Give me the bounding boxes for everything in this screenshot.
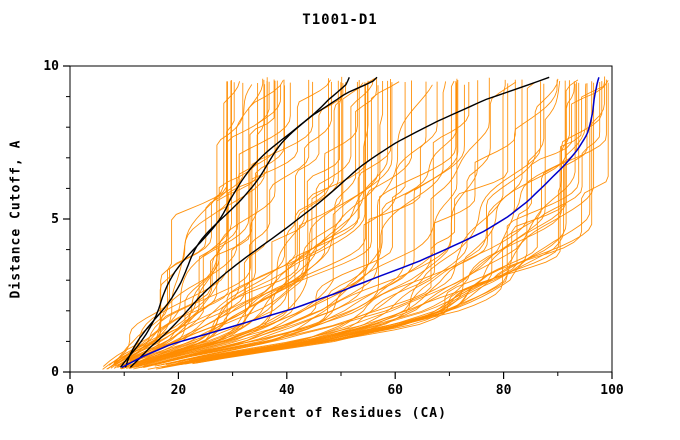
ensemble-curve <box>118 80 276 368</box>
ensemble-curve <box>181 81 542 363</box>
ensemble-curve <box>179 79 506 362</box>
ensemble-curve <box>117 85 282 367</box>
ensemble-curve <box>113 82 235 364</box>
ensemble-curve <box>177 81 517 364</box>
ensemble-curve <box>107 82 291 370</box>
ensemble-curve <box>114 81 241 363</box>
y-tick-label: 0 <box>51 365 59 380</box>
ensemble-curve <box>192 82 595 365</box>
ensemble-curve <box>129 85 285 362</box>
ensemble-curve <box>123 80 339 368</box>
ensemble-curve <box>131 79 374 367</box>
ensemble-curve <box>167 78 559 366</box>
ensemble-curve <box>161 81 593 369</box>
ensemble-curve <box>114 84 266 366</box>
y-tick-label: 10 <box>43 59 59 74</box>
ensemble-curve <box>143 80 455 368</box>
ensemble-curve <box>157 84 465 367</box>
x-tick-label: 0 <box>66 383 74 398</box>
series-reference-model-3 <box>129 76 550 368</box>
series-reference-model-2 <box>124 76 378 368</box>
ensemble-curve <box>128 81 400 369</box>
ensemble-curve <box>110 80 232 368</box>
ensemble-curve <box>131 84 368 366</box>
ensemble-curve <box>162 83 509 365</box>
ensemble-curve <box>113 82 244 365</box>
ensemble-curve <box>162 81 447 363</box>
ensemble-curve <box>191 80 570 362</box>
ensemble-curve <box>175 83 576 366</box>
ensemble-curve <box>132 80 360 367</box>
ensemble-curve <box>140 81 457 369</box>
ensemble-curve <box>121 82 364 370</box>
ensemble-curve <box>186 76 606 364</box>
x-tick-label: 40 <box>279 383 295 398</box>
y-tick-label: 5 <box>51 212 59 227</box>
ensemble-curve <box>195 79 579 362</box>
ensemble-curve <box>135 78 378 366</box>
ensemble-curve <box>113 81 228 363</box>
ensemble-curve <box>137 81 438 369</box>
ensemble-curve <box>129 82 366 370</box>
ensemble-curve <box>147 82 535 370</box>
ensemble-curve <box>117 81 268 368</box>
ensemble-curve <box>196 80 609 362</box>
ensemble-curve <box>123 81 358 369</box>
ensemble-curve <box>135 80 412 368</box>
ensemble-curve <box>153 78 458 366</box>
ensemble-curve <box>154 79 516 367</box>
x-tick-label: 100 <box>600 383 624 398</box>
ensemble-curve <box>134 85 379 367</box>
ensemble-curve <box>113 81 314 369</box>
ensemble-curve <box>165 83 545 366</box>
ensemble-curve <box>132 83 344 365</box>
ensemble-curve <box>128 76 343 364</box>
ensemble-curve <box>143 84 433 367</box>
chart-title: T1001-D1 <box>302 12 378 28</box>
ensemble-curve <box>185 83 588 365</box>
ensemble-curve <box>103 80 232 367</box>
x-tick-label: 80 <box>496 383 512 398</box>
ensemble-curve <box>125 80 284 362</box>
x-tick-label: 20 <box>171 383 187 398</box>
x-tick-label: 60 <box>387 383 403 398</box>
series-highlighted-model <box>121 77 600 369</box>
ensemble-curve <box>136 81 332 364</box>
ensemble-curve <box>137 79 391 366</box>
ensemble-curve <box>110 81 270 369</box>
ensemble-curve <box>188 79 523 361</box>
ensemble-curve <box>194 79 558 362</box>
x-axis-label: Percent of Residues (CA) <box>235 406 447 421</box>
ensemble-curve <box>121 82 342 370</box>
